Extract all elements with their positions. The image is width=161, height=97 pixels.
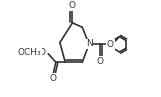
- Text: O: O: [38, 48, 45, 57]
- Text: O: O: [49, 74, 56, 83]
- Text: O: O: [69, 1, 76, 10]
- Text: OCH₃: OCH₃: [18, 48, 42, 57]
- Text: O: O: [107, 40, 114, 49]
- Text: O: O: [96, 57, 103, 66]
- Text: N: N: [86, 39, 92, 48]
